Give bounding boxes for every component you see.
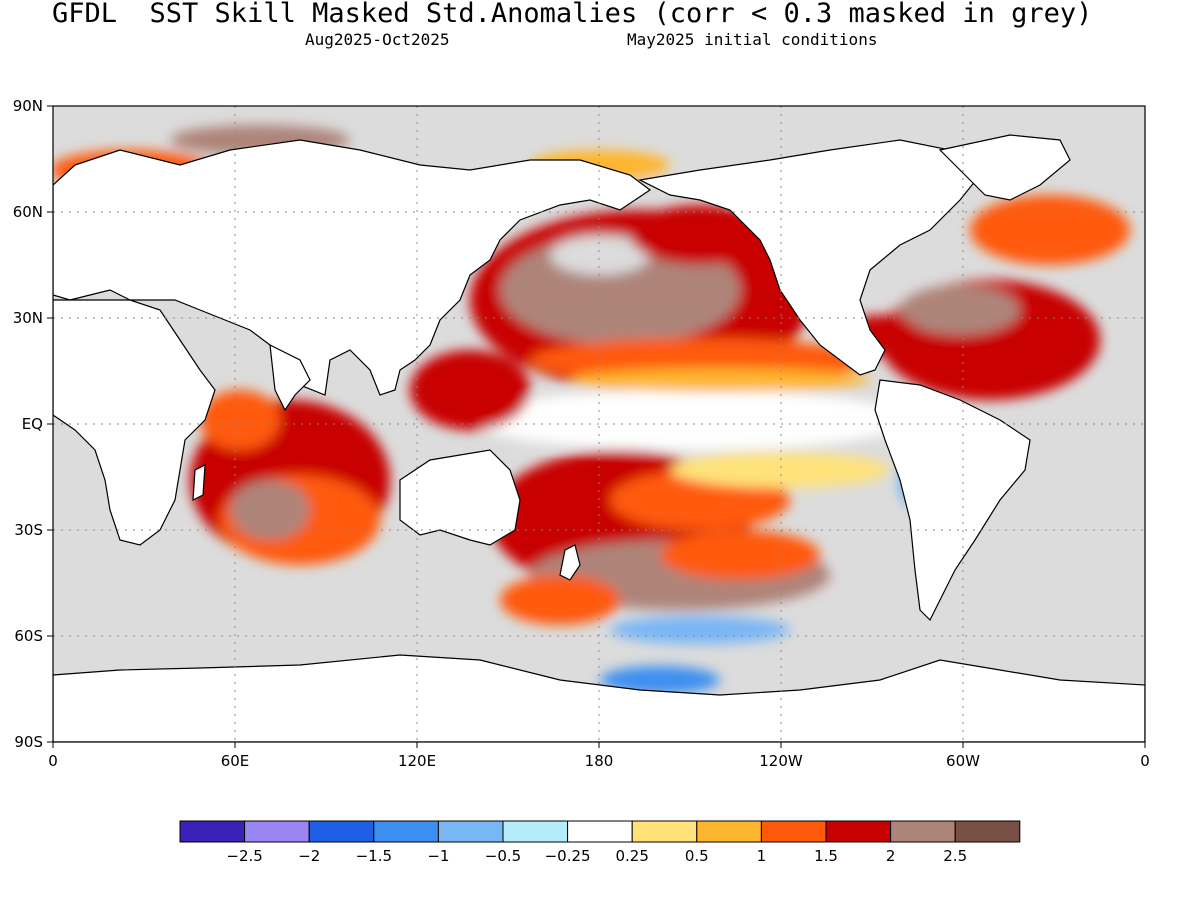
new-zealand-landmass: [559, 544, 581, 581]
colorbar-swatch: [437, 820, 504, 843]
longitude-labels: 0 60E 120E 180 120W 60W 0: [48, 752, 1150, 770]
map-area: [53, 106, 1145, 742]
lat-label: 60S: [14, 627, 43, 645]
greenland-landmass: [938, 134, 1071, 201]
south-america-landmass: [874, 379, 1031, 622]
colorbar-label: −0.5: [485, 847, 521, 865]
tick-marks: [47, 105, 1146, 748]
colorbar-label: 2: [886, 847, 896, 865]
colorbar-swatch: [825, 820, 892, 843]
colorbar-label: −2.5: [226, 847, 262, 865]
lat-label: EQ: [22, 415, 43, 433]
colorbar-label: 2.5: [943, 847, 967, 865]
colorbar-label: 0.5: [685, 847, 709, 865]
latitude-labels: 90N 60N 30N EQ 30S 60S 90S: [13, 97, 43, 751]
australia-landmass: [399, 449, 521, 546]
colorbar-label: 1: [757, 847, 767, 865]
lat-label: 90N: [13, 97, 43, 115]
lon-label: 0: [48, 752, 58, 770]
colorbar-swatch: [760, 820, 827, 843]
colorbar-swatch: [502, 820, 569, 843]
forecast-period: Aug2025-Oct2025: [305, 30, 450, 49]
lon-label: 0: [1140, 752, 1150, 770]
anomaly-field: [53, 125, 1130, 694]
colorbar-swatch: [890, 820, 956, 843]
colorbar-swatch: [567, 820, 633, 843]
colorbar-label: −1.5: [356, 847, 392, 865]
lon-label: 120W: [759, 752, 803, 770]
colorbar-swatch: [631, 820, 698, 843]
lon-label: 180: [585, 752, 614, 770]
colorbar-swatch: [954, 820, 1021, 843]
north-america-landmass: [638, 139, 981, 376]
colorbar-label: 1.5: [814, 847, 838, 865]
lon-label: 120E: [398, 752, 436, 770]
colorbar-label: −1: [427, 847, 449, 865]
gridlines: [53, 106, 1145, 742]
india-landmass: [269, 343, 311, 412]
initial-conditions: May2025 initial conditions: [627, 30, 878, 49]
colorbar-swatch: [308, 820, 375, 843]
madagascar-landmass: [192, 463, 206, 502]
colorbar: [179, 820, 1021, 843]
colorbar-label: −0.25: [545, 847, 591, 865]
lat-label: 30N: [13, 309, 43, 327]
lat-label: 60N: [13, 203, 43, 221]
colorbar-swatch: [244, 820, 310, 843]
africa-landmass: [53, 299, 216, 546]
colorbar-swatch: [696, 820, 762, 843]
lat-label: 30S: [14, 521, 43, 539]
map-title: GFDL SST Skill Masked Std.Anomalies (cor…: [52, 0, 1093, 29]
lon-label: 60E: [221, 752, 250, 770]
lon-label: 60W: [946, 752, 980, 770]
eurasia-landmass: [53, 139, 652, 396]
colorbar-swatch: [179, 820, 246, 843]
colorbar-labels: −2.5 −2 −1.5 −1 −0.5 −0.25 0.25 0.5 1 1.5 2 2.5: [226, 847, 967, 865]
colorbar-label: −2: [298, 847, 320, 865]
colorbar-label: 0.25: [615, 847, 648, 865]
colorbar-swatch: [373, 820, 439, 843]
lat-label: 90S: [14, 733, 43, 751]
